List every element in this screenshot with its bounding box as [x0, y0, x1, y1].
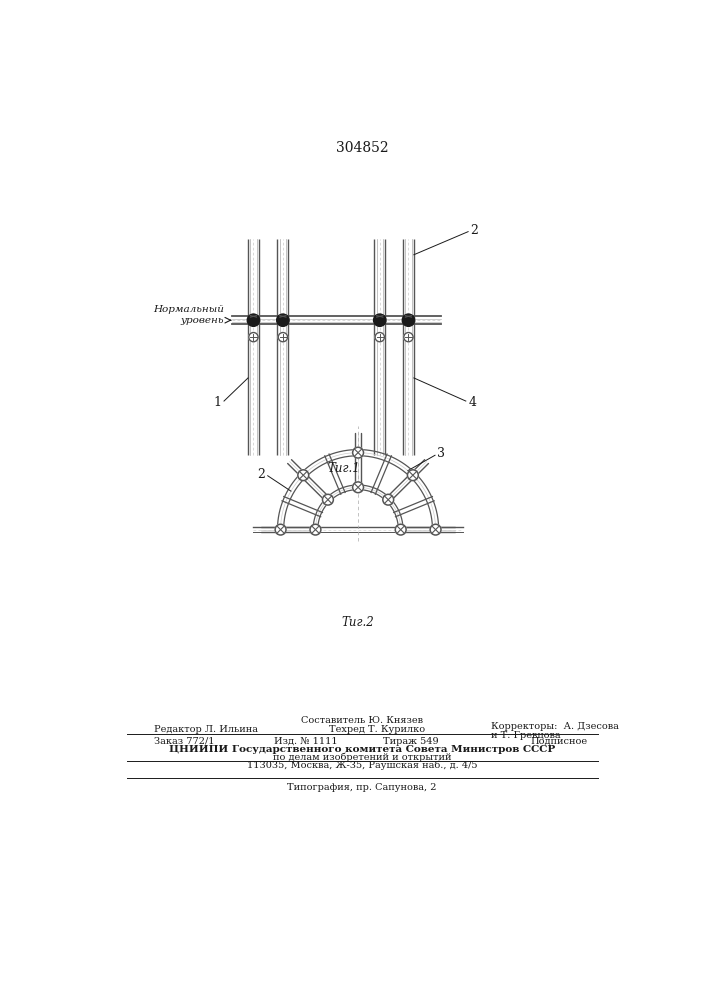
Text: 2: 2: [257, 468, 264, 481]
Text: Редактор Л. Ильина: Редактор Л. Ильина: [154, 725, 258, 734]
Text: 1: 1: [214, 396, 222, 409]
Circle shape: [279, 333, 288, 342]
Text: и Т. Гревцова: и Т. Гревцова: [491, 732, 561, 740]
Text: Подписное: Подписное: [530, 737, 588, 746]
Circle shape: [430, 524, 441, 535]
Circle shape: [373, 314, 386, 326]
Circle shape: [395, 524, 406, 535]
Circle shape: [382, 494, 394, 505]
Text: Изд. № 1111: Изд. № 1111: [274, 737, 338, 746]
Circle shape: [322, 494, 334, 505]
Circle shape: [275, 524, 286, 535]
Text: 113035, Москва, Ж-35, Раушская наб., д. 4/5: 113035, Москва, Ж-35, Раушская наб., д. …: [247, 761, 477, 770]
Text: Заказ 772/1: Заказ 772/1: [154, 737, 215, 746]
Text: Тираж 549: Тираж 549: [383, 737, 438, 746]
Text: Составитель Ю. Князев: Составитель Ю. Князев: [301, 716, 423, 725]
Circle shape: [402, 314, 414, 326]
Text: Корректоры:  А. Дзесова: Корректоры: А. Дзесова: [491, 722, 619, 731]
Text: ЦНИИПИ Государственного комитета Совета Министров СССР: ЦНИИПИ Государственного комитета Совета …: [169, 745, 555, 754]
Text: Нормальный
уровень: Нормальный уровень: [153, 305, 224, 325]
Circle shape: [404, 333, 413, 342]
Text: 4: 4: [468, 396, 476, 409]
Circle shape: [247, 314, 259, 326]
Text: 2: 2: [470, 224, 479, 237]
Circle shape: [407, 470, 419, 481]
Text: 3: 3: [438, 447, 445, 460]
Circle shape: [276, 314, 289, 326]
Circle shape: [375, 333, 385, 342]
Circle shape: [298, 470, 309, 481]
Circle shape: [310, 524, 321, 535]
Text: по делам изобретений и открытий: по делам изобретений и открытий: [273, 753, 451, 762]
Text: 304852: 304852: [336, 141, 388, 155]
Text: Τиг.1: Τиг.1: [328, 462, 361, 475]
Text: Типография, пр. Сапунова, 2: Типография, пр. Сапунова, 2: [287, 783, 437, 792]
Circle shape: [353, 447, 363, 458]
Circle shape: [249, 333, 258, 342]
Circle shape: [353, 482, 363, 493]
Text: Техред Т. Курилко: Техред Т. Курилко: [329, 725, 425, 734]
Text: Τиг.2: Τиг.2: [341, 616, 375, 629]
